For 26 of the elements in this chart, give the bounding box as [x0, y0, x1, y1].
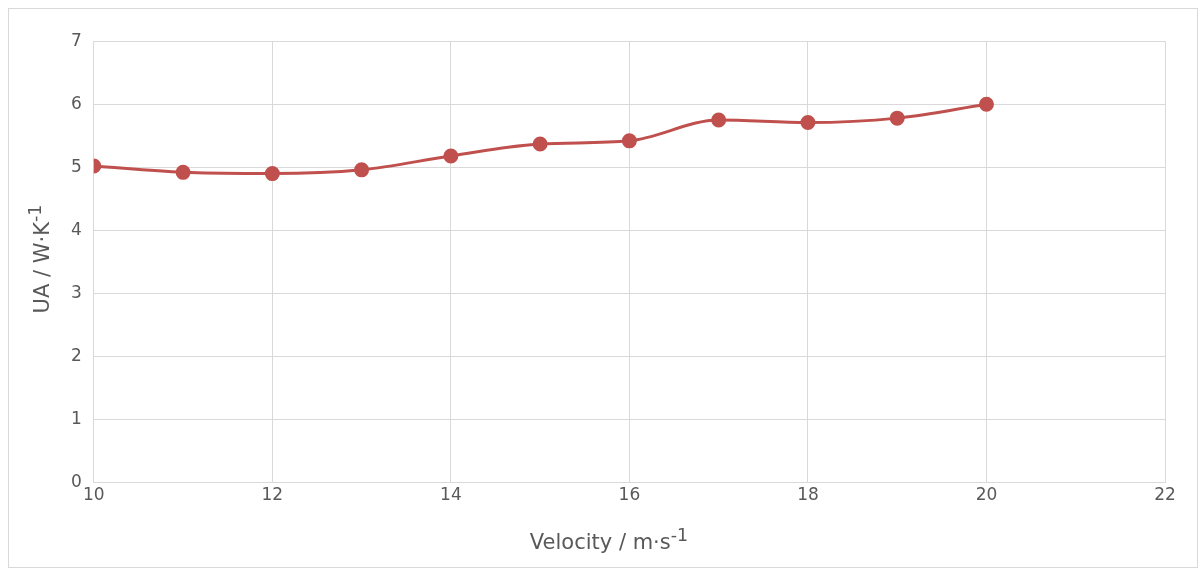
- point: [264, 166, 280, 182]
- point: [978, 96, 994, 112]
- point: [354, 162, 370, 178]
- x-tick-label: 18: [797, 484, 819, 505]
- x-tick-label: 20: [975, 484, 998, 505]
- y-tick-label: 2: [70, 344, 82, 365]
- y-tick-label: 0: [70, 471, 82, 492]
- point: [443, 148, 459, 164]
- y-tick-label: 1: [70, 407, 82, 428]
- y-tick-label: 5: [70, 155, 82, 176]
- x-tick-label: 16: [618, 484, 641, 505]
- y-tick-label: 3: [70, 281, 82, 302]
- point: [889, 110, 905, 126]
- x-tick-label: 12: [261, 484, 284, 505]
- x-tick-label: 22: [1154, 484, 1176, 505]
- point: [621, 133, 637, 149]
- point: [711, 112, 727, 128]
- x-tick-label: 14: [440, 484, 462, 505]
- point: [175, 164, 191, 180]
- y-tick-label: 7: [70, 29, 82, 50]
- x-tick-label: 10: [83, 484, 105, 505]
- y-tick-label: 6: [70, 92, 82, 113]
- point: [532, 136, 548, 152]
- y-tick-label: 4: [70, 218, 82, 239]
- point: [800, 115, 816, 131]
- x-axis-title: Velocity / m·s$^{-1}$: [529, 524, 689, 554]
